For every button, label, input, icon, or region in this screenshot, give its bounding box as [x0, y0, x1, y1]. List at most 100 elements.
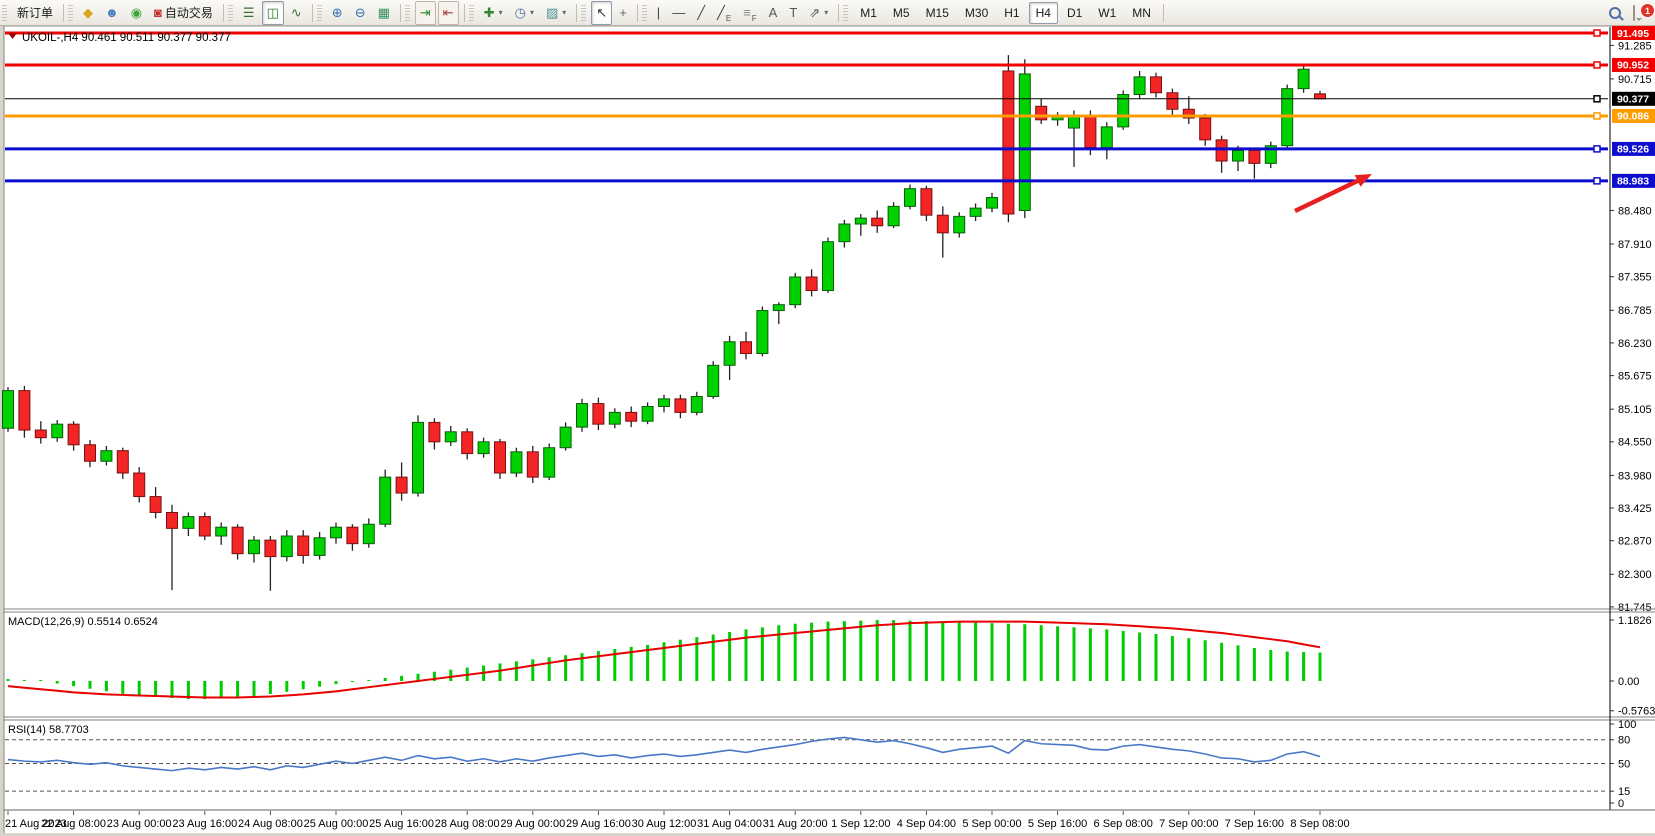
text-button[interactable]: A [764, 1, 783, 25]
autotrading-icon: ◙ [154, 5, 162, 20]
toolbar-separator [1162, 3, 1164, 22]
cursor-button[interactable]: ↖ [591, 0, 613, 25]
candle [215, 526, 228, 537]
timeframe-d1-button[interactable]: D1 [1060, 2, 1089, 24]
rsi-line [7, 736, 1321, 772]
candle [838, 223, 851, 243]
fibonacci-button[interactable]: ≡ F [738, 1, 761, 25]
candle [543, 447, 556, 478]
periods-button[interactable]: ◷ ▾ [510, 1, 539, 25]
new-order-label: 新订单 [17, 6, 54, 20]
periods-dropdown-caret[interactable]: ▾ [529, 8, 534, 17]
candle [18, 390, 31, 431]
candle [1264, 145, 1277, 164]
search-icon[interactable] [1609, 6, 1621, 19]
arrow-annotation-shaft[interactable] [1294, 177, 1362, 214]
line-handle-91.495[interactable] [1593, 29, 1601, 37]
cursor-icon: ↖ [596, 5, 608, 20]
date-tick-label: 4 Sep 04:00 [897, 818, 956, 830]
price-tick-label: 85.105 [1618, 404, 1652, 416]
new-order-button[interactable]: 新订单 [12, 1, 58, 25]
candle [444, 431, 457, 443]
date-tick-label: 7 Sep 16:00 [1225, 818, 1284, 830]
timeframe-h1-button[interactable]: H1 [997, 2, 1026, 24]
zoom-in-button[interactable]: ⊕ [327, 1, 348, 25]
price-tick-label: 86.785 [1618, 305, 1652, 317]
timeframe-w1-button[interactable]: W1 [1091, 2, 1123, 24]
chart-shift-button[interactable]: ⇤ [437, 0, 459, 25]
zoom-in-icon: ⊕ [331, 5, 343, 20]
arrow-annotation-head[interactable] [1354, 174, 1372, 187]
text-label-button[interactable]: T [784, 1, 802, 25]
candle [772, 304, 785, 312]
crosshair-button[interactable]: + [614, 1, 632, 25]
equidistant-channel-button[interactable]: ╱ E [712, 1, 736, 25]
candle [2, 390, 14, 429]
candle [1215, 139, 1228, 162]
deposit-icon: ◆ [83, 5, 94, 20]
candle [690, 395, 703, 413]
timeframe-m15-button[interactable]: M15 [919, 2, 956, 24]
horizontal-line-button[interactable]: — [667, 1, 690, 25]
candle [674, 398, 687, 413]
tile-windows-button[interactable]: ▦ [373, 1, 395, 25]
autotrading-label: 自动交易 [164, 6, 213, 20]
text-label-icon: T [789, 5, 798, 20]
vertical-line-button[interactable]: | [652, 1, 665, 25]
candle [313, 537, 326, 556]
rsi-tick-label: 50 [1618, 758, 1630, 770]
chat-bubble-icon[interactable] [1633, 5, 1635, 21]
toolbar-separator [311, 3, 313, 22]
profile-icon: ☻ [105, 5, 119, 20]
candle [264, 539, 277, 558]
candle [936, 214, 949, 234]
collapse-triangle-icon[interactable] [8, 33, 17, 39]
indicators-dropdown-caret[interactable]: ▾ [498, 8, 503, 17]
candle [1314, 93, 1326, 100]
arrows-dropdown-caret[interactable]: ▾ [824, 8, 829, 17]
timeframe-m1-button[interactable]: M1 [853, 2, 884, 24]
zoom-out-button[interactable]: ⊖ [350, 1, 371, 25]
toolbar-separator [463, 3, 465, 22]
signals-button[interactable]: ◉ [126, 1, 147, 25]
candlestick-chart-button[interactable]: ◫ [261, 0, 284, 25]
line-handle-88.983[interactable] [1593, 177, 1601, 185]
arrows-button[interactable]: ⇗ ▾ [804, 1, 833, 25]
timeframe-h4-button[interactable]: H4 [1028, 1, 1058, 24]
templates-dropdown-caret[interactable]: ▾ [562, 8, 567, 17]
templates-button[interactable]: ▨ ▾ [541, 1, 571, 25]
chart-plot-area[interactable] [5, 27, 1610, 609]
line-handle-89.526[interactable] [1593, 145, 1601, 153]
zoom-out-icon: ⊖ [354, 5, 366, 20]
profile-button[interactable]: ☻ [100, 1, 124, 25]
rsi-tick-label: 100 [1618, 719, 1636, 731]
price-tick-label: 86.230 [1618, 338, 1652, 350]
macd-tick-label: 0.00 [1618, 676, 1639, 688]
line-chart-button[interactable]: ∿ [286, 1, 307, 25]
periods-icon: ◷ [514, 5, 526, 20]
deposit-button[interactable]: ◆ [78, 1, 98, 25]
line-handle-90.952[interactable] [1593, 61, 1601, 69]
autotrading-button[interactable]: ◙ 自动交易 [149, 1, 218, 25]
line-handle-90.086[interactable] [1593, 112, 1601, 120]
candle [100, 450, 113, 462]
candle [84, 444, 96, 462]
candle [1100, 126, 1113, 148]
ohlc-bars-button[interactable]: ☰ [238, 1, 260, 25]
timeframe-mn-label: MN [1132, 5, 1151, 20]
auto-scroll-button[interactable]: ⇥ [414, 0, 436, 25]
timeframe-m5-button[interactable]: M5 [886, 2, 917, 24]
candle [1084, 114, 1097, 148]
window-left-border [0, 25, 4, 836]
date-tick-label: 31 Aug 20:00 [763, 818, 828, 830]
fibonacci-icon: ≡ [743, 5, 751, 20]
timeframe-m30-button[interactable]: M30 [958, 2, 995, 24]
price-tag-label-88.983: 88.983 [1617, 176, 1649, 188]
candle [576, 403, 588, 428]
notification-badge[interactable]: 1 [1640, 3, 1655, 18]
line-handle-90.377[interactable] [1593, 95, 1601, 103]
timeframe-mn-button[interactable]: MN [1125, 2, 1158, 24]
notifications[interactable]: 1 [1633, 3, 1655, 21]
trendline-button[interactable]: ╱ [692, 1, 710, 25]
indicators-button[interactable]: ✚ ▾ [479, 1, 508, 25]
